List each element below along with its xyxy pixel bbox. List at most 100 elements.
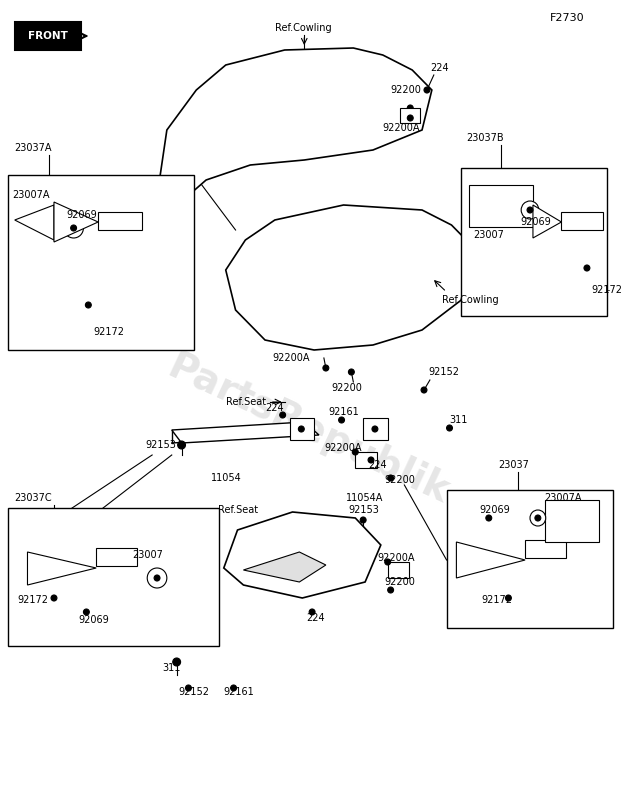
- Text: 224: 224: [368, 460, 387, 470]
- Circle shape: [51, 595, 57, 601]
- Text: 92200: 92200: [385, 475, 416, 485]
- Text: Ref.Seat: Ref.Seat: [218, 505, 258, 515]
- Bar: [462, 168, 607, 316]
- Polygon shape: [225, 205, 481, 350]
- Bar: [8, 175, 194, 350]
- Circle shape: [279, 412, 286, 418]
- Polygon shape: [457, 542, 525, 578]
- Circle shape: [408, 115, 413, 121]
- Text: 92200: 92200: [385, 577, 416, 587]
- Text: 92172: 92172: [481, 595, 512, 605]
- Text: FRONT: FRONT: [28, 31, 68, 41]
- Circle shape: [85, 302, 91, 308]
- Text: 92200A: 92200A: [383, 123, 420, 133]
- Text: 11054: 11054: [211, 473, 242, 483]
- Circle shape: [338, 417, 345, 423]
- Text: 92200A: 92200A: [324, 443, 361, 453]
- Circle shape: [368, 457, 374, 463]
- Circle shape: [298, 426, 304, 432]
- Text: 92161: 92161: [224, 687, 254, 697]
- Circle shape: [506, 595, 511, 601]
- Text: 23007: 23007: [133, 550, 163, 560]
- Bar: [363, 418, 387, 440]
- Text: 92161: 92161: [329, 407, 360, 417]
- Circle shape: [584, 265, 590, 271]
- Circle shape: [360, 517, 366, 523]
- Text: 23037C: 23037C: [14, 493, 52, 503]
- Text: 224: 224: [265, 403, 284, 413]
- Text: 92172: 92172: [18, 595, 48, 605]
- Bar: [98, 212, 143, 230]
- Circle shape: [309, 609, 315, 615]
- Circle shape: [535, 515, 541, 521]
- Text: 92200: 92200: [332, 383, 362, 393]
- Circle shape: [527, 207, 533, 213]
- Text: 92172: 92172: [592, 285, 623, 295]
- Circle shape: [408, 105, 413, 111]
- Text: 11054A: 11054A: [345, 493, 383, 503]
- Circle shape: [154, 575, 160, 581]
- Bar: [8, 508, 219, 646]
- Circle shape: [147, 568, 167, 588]
- Bar: [355, 452, 377, 468]
- Text: 92153: 92153: [145, 440, 176, 450]
- Circle shape: [185, 685, 192, 691]
- Circle shape: [486, 515, 492, 521]
- Circle shape: [178, 441, 185, 449]
- Text: F2730: F2730: [550, 13, 584, 23]
- Text: 92069: 92069: [78, 615, 109, 625]
- Text: 23037A: 23037A: [14, 143, 52, 153]
- Bar: [290, 418, 314, 440]
- Bar: [387, 562, 409, 578]
- Circle shape: [173, 658, 181, 666]
- Text: 92172: 92172: [93, 327, 124, 337]
- Circle shape: [323, 365, 329, 371]
- Text: 92152: 92152: [178, 687, 210, 697]
- Polygon shape: [152, 48, 432, 230]
- Polygon shape: [28, 552, 96, 585]
- Bar: [447, 490, 614, 628]
- Text: 92152: 92152: [428, 367, 459, 377]
- Text: 224: 224: [306, 613, 325, 623]
- Polygon shape: [14, 205, 54, 240]
- Polygon shape: [244, 552, 326, 582]
- Circle shape: [521, 201, 539, 219]
- Text: 311: 311: [450, 415, 468, 425]
- Circle shape: [71, 225, 77, 231]
- Circle shape: [447, 425, 452, 431]
- Text: Ref.Cowling: Ref.Cowling: [441, 295, 498, 305]
- Circle shape: [387, 475, 394, 481]
- Text: 23037: 23037: [499, 460, 529, 470]
- Circle shape: [421, 387, 427, 393]
- Text: 23007: 23007: [473, 230, 504, 240]
- Polygon shape: [224, 512, 381, 598]
- Bar: [561, 212, 603, 230]
- Circle shape: [385, 559, 391, 565]
- Polygon shape: [533, 205, 561, 238]
- Circle shape: [372, 426, 378, 432]
- Text: Ref.Cowling: Ref.Cowling: [275, 23, 332, 33]
- Circle shape: [84, 609, 89, 615]
- Text: 92200A: 92200A: [273, 353, 310, 363]
- Bar: [96, 548, 138, 566]
- Text: 92069: 92069: [520, 217, 551, 227]
- Text: 92069: 92069: [479, 505, 510, 515]
- Text: 311: 311: [162, 663, 180, 673]
- Circle shape: [530, 510, 546, 526]
- Text: 23007A: 23007A: [12, 190, 49, 200]
- Text: 92200A: 92200A: [378, 553, 415, 563]
- Bar: [525, 540, 566, 558]
- Circle shape: [424, 87, 430, 93]
- Text: 23037B: 23037B: [466, 133, 504, 143]
- Text: 92153: 92153: [349, 505, 379, 515]
- Text: PartsRepublik: PartsRepublik: [161, 348, 455, 512]
- Bar: [544, 500, 598, 542]
- Text: 92200: 92200: [391, 85, 421, 95]
- Circle shape: [352, 449, 358, 455]
- Circle shape: [349, 369, 354, 375]
- Polygon shape: [172, 422, 319, 443]
- Text: 224: 224: [430, 63, 448, 73]
- Bar: [401, 108, 420, 123]
- Bar: [469, 185, 533, 227]
- Text: 92069: 92069: [67, 210, 97, 220]
